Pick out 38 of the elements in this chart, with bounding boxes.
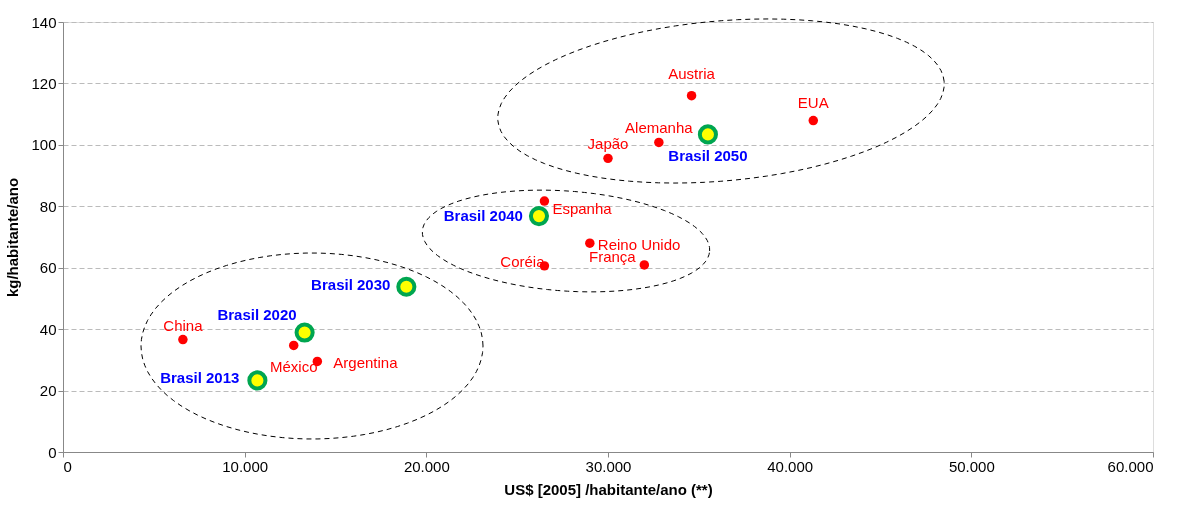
x-tick-label: 10.000 [222, 457, 269, 475]
x-tick-label: 30.000 [585, 457, 632, 475]
x-tick-label: 20.000 [403, 457, 450, 475]
y-tick-label: 40 [39, 320, 57, 338]
point [288, 340, 299, 351]
point [808, 115, 819, 126]
annotation: Japão [587, 135, 629, 153]
point [697, 124, 718, 145]
x-tick-label: 40.000 [767, 457, 814, 475]
y-axis-title: kg/habitante/ano [4, 177, 22, 298]
x-axis-title: US$ [2005] /habitante/ano (**) [504, 480, 713, 498]
annotation: Brasil 2013 [160, 369, 240, 387]
annotation: Austria [668, 64, 716, 82]
y-tick-label: 20 [39, 382, 57, 400]
x-tick-label: 60.000 [1107, 457, 1154, 475]
point [178, 334, 188, 345]
annotation: Brasil 2050 [668, 147, 748, 165]
x-tick-label: 50.000 [948, 457, 995, 475]
annotation: Brasil 2030 [311, 275, 391, 293]
point [654, 137, 664, 148]
annotation: México [269, 358, 318, 376]
annotation: Brasil 2020 [217, 305, 297, 323]
y-tick-label: 0 [48, 443, 57, 461]
point [686, 90, 697, 101]
x-tick-label: 0 [63, 457, 72, 475]
y-tick-label: 80 [39, 197, 57, 215]
point [294, 322, 315, 343]
y-tick-label: 120 [31, 74, 57, 92]
y-tick-label: 140 [31, 13, 57, 31]
annotation: Alemanha [625, 119, 694, 137]
annotation: China [163, 316, 204, 334]
annotation: EUA [797, 93, 829, 111]
point [396, 276, 417, 297]
y-tick-label: 60 [39, 259, 57, 277]
annotation: Argentina [333, 354, 399, 372]
point [247, 370, 268, 391]
point [603, 153, 613, 164]
y-tick-label: 100 [31, 136, 57, 154]
